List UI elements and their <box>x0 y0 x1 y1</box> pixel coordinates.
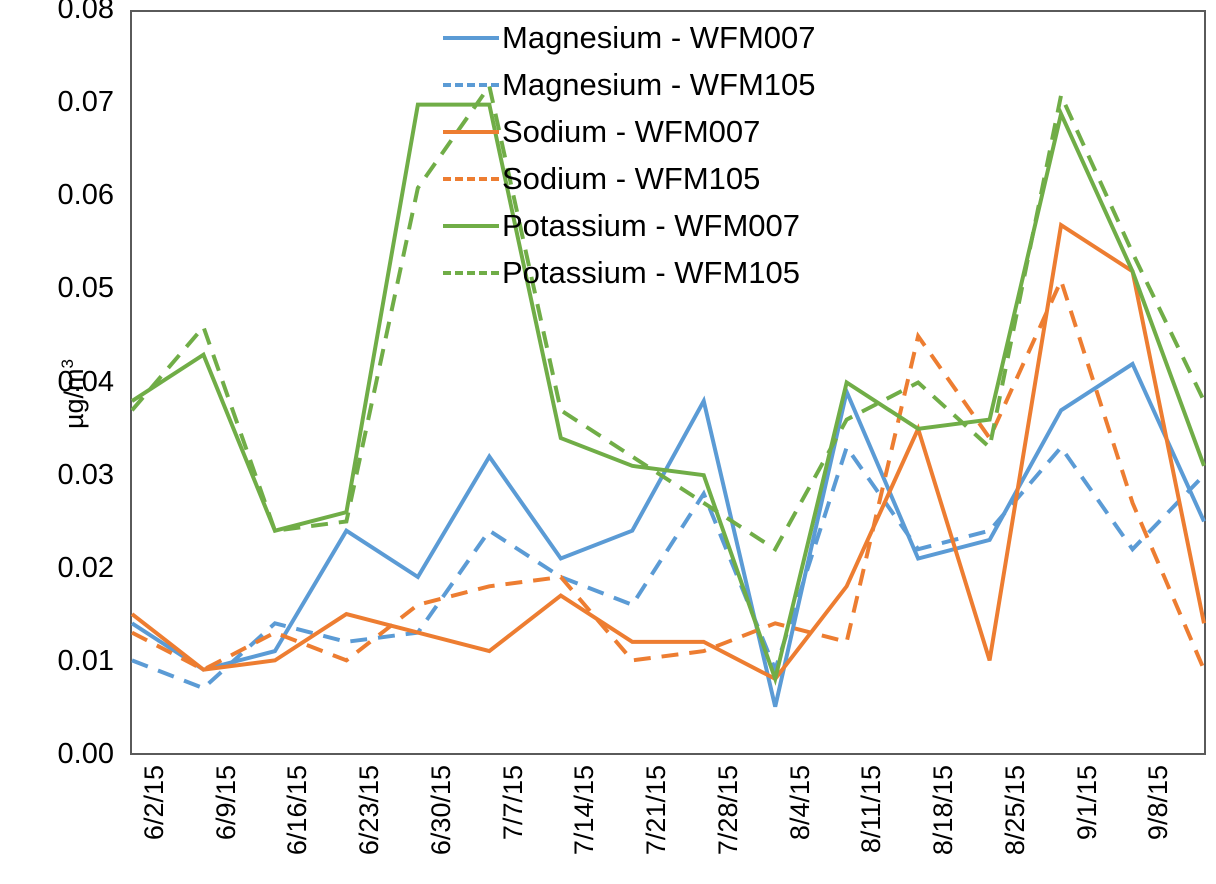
x-axis-tick-label: 6/30/15 <box>425 765 456 856</box>
legend-item[interactable]: Magnesium - WFM007 <box>440 14 1040 61</box>
legend-item[interactable]: Potassium - WFM105 <box>440 249 1040 296</box>
legend: Magnesium - WFM007 Magnesium - WFM105 Sodi… <box>440 14 1040 296</box>
y-axis-tick-label: 0.03 <box>57 458 114 491</box>
y-axis-tick-label: 0.04 <box>57 365 114 398</box>
legend-label: Potassium - WFM105 <box>502 255 801 290</box>
legend-label: Sodium - WFM007 <box>502 114 761 149</box>
legend-label: Magnesium - WFM105 <box>502 67 816 102</box>
legend-swatch <box>443 223 499 228</box>
series-line-1 <box>131 442 1206 691</box>
x-axis-tick-label: 9/1/15 <box>1071 765 1102 841</box>
legend-swatch-line-icon <box>440 61 502 108</box>
series-canvas <box>130 81 1206 708</box>
legend-swatch <box>443 82 499 87</box>
x-axis-tick-label: 8/25/15 <box>999 765 1030 856</box>
plot-area <box>130 10 1206 755</box>
legend-label: Potassium - WFM007 <box>502 208 801 243</box>
x-axis-tick-label: 8/18/15 <box>928 765 959 856</box>
legend-swatch <box>443 35 499 40</box>
x-axis-tick-label: 7/14/15 <box>569 765 600 856</box>
legend-item[interactable]: Sodium - WFM105 <box>440 155 1040 202</box>
x-axis-tick-label: 9/8/15 <box>1143 765 1174 841</box>
legend-swatch-line-icon <box>440 249 502 296</box>
legend-item[interactable]: Magnesium - WFM105 <box>440 61 1040 108</box>
legend-label: Magnesium - WFM007 <box>502 20 816 55</box>
series-line-5 <box>130 81 1206 553</box>
x-axis-tick-label: 7/28/15 <box>712 765 743 856</box>
legend-label: Sodium - WFM105 <box>502 161 761 196</box>
x-axis-tick-label: 8/11/15 <box>856 765 887 854</box>
y-axis-tick-label: 0.05 <box>57 272 114 305</box>
x-axis-tick-label: 6/23/15 <box>354 765 385 856</box>
y-axis-tick-label: 0.01 <box>57 644 114 677</box>
series-line-2 <box>130 221 1206 682</box>
legend-swatch-line-icon <box>440 108 502 155</box>
y-axis-tick-label: 0.07 <box>57 86 114 119</box>
y-axis-tick-label: 0.06 <box>57 179 114 212</box>
legend-item[interactable]: Sodium - WFM007 <box>440 108 1040 155</box>
legend-item[interactable]: Potassium - WFM007 <box>440 202 1040 249</box>
y-axis-tick-label: 0.00 <box>57 738 114 770</box>
legend-swatch-line-icon <box>440 14 502 61</box>
legend-swatch-line-icon <box>440 202 502 249</box>
x-axis-tick-label: 7/7/15 <box>497 765 528 841</box>
x-axis-tick-label: 8/4/15 <box>784 765 815 841</box>
legend-swatch <box>443 270 499 275</box>
legend-swatch <box>443 176 499 181</box>
x-axis-tick-label: 6/9/15 <box>210 765 241 841</box>
y-axis-tick-label: 0.02 <box>57 551 114 584</box>
series-line-3 <box>131 275 1206 672</box>
legend-swatch-line-icon <box>440 155 502 202</box>
x-axis-tick-label: 6/16/15 <box>282 765 313 856</box>
y-axis-tick-label: 0.08 <box>57 0 114 25</box>
legend-swatch <box>443 129 499 134</box>
x-axis-tick-label: 6/2/15 <box>139 765 169 841</box>
x-axis-tick-label: 7/21/15 <box>641 765 672 856</box>
series-line-0 <box>130 361 1206 708</box>
